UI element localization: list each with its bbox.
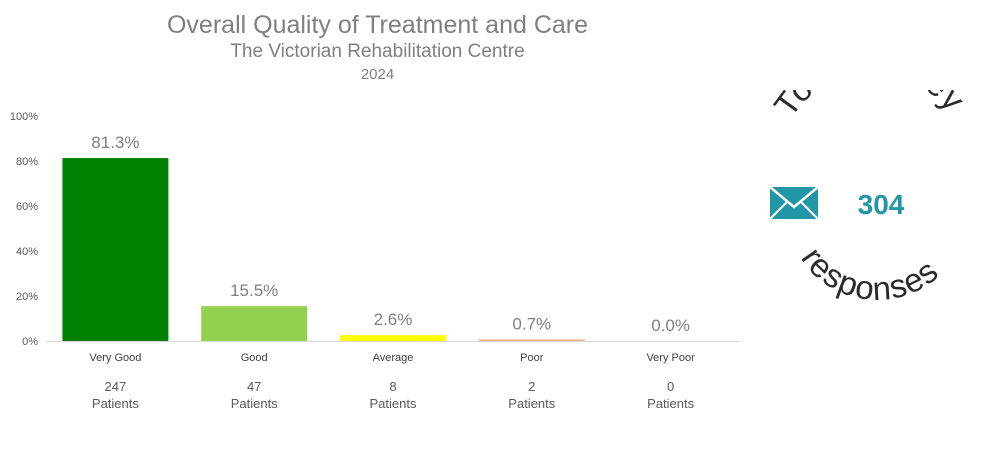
- bar-chart: 0%20%40%60%80%100% 81.3%Very Good247Pati…: [10, 111, 740, 411]
- y-tick-label: 80%: [16, 156, 38, 168]
- badge-bottom-text: responses: [794, 241, 945, 308]
- patient-count: 0: [667, 379, 674, 394]
- chart-title: Overall Quality of Treatment and Care: [166, 11, 589, 39]
- y-tick-label: 100%: [10, 111, 38, 123]
- bar: [340, 335, 446, 341]
- patient-count-unit: Patients: [508, 396, 555, 411]
- bar: [201, 306, 308, 341]
- bar: [62, 158, 169, 341]
- chart-title-block: Overall Quality of Treatment and Care Th…: [0, 10, 755, 86]
- patient-count: 8: [389, 379, 396, 394]
- survey-total-badge: Total survey responses 304: [767, 90, 973, 308]
- y-tick-label: 0%: [22, 336, 38, 348]
- chart-year: 2024: [360, 66, 395, 83]
- x-tick-label: Poor: [520, 352, 544, 364]
- data-label: 0.0%: [651, 316, 690, 335]
- total-responses-count: 304: [858, 189, 905, 220]
- patient-count-unit: Patients: [231, 396, 278, 411]
- bar: [478, 339, 585, 341]
- badge-top-text: Total survey: [767, 90, 973, 123]
- bars: [62, 158, 585, 341]
- patient-count: 47: [247, 379, 261, 394]
- x-tick-label: Average: [373, 352, 414, 364]
- patient-count: 2: [528, 379, 535, 394]
- patient-count-unit: Patients: [92, 396, 139, 411]
- x-tick-label: Very Poor: [646, 352, 695, 364]
- patient-count: 247: [105, 379, 127, 394]
- data-label: 0.7%: [512, 314, 551, 333]
- y-tick-label: 60%: [16, 201, 38, 213]
- labels: 81.3% Very Good 247 Patients 15.5% Good 47 Pati…: [89, 133, 695, 411]
- data-label: 81.3%: [91, 133, 139, 152]
- envelope-icon: [769, 186, 819, 220]
- y-tick-label: 40%: [16, 246, 38, 258]
- x-tick-label: Very Good: [89, 352, 141, 364]
- data-label: 2.6%: [374, 310, 413, 329]
- chart-subtitle: The Victorian Rehabilitation Centre: [230, 41, 525, 62]
- x-tick-label: Good: [241, 352, 268, 364]
- y-tick-label: 20%: [16, 291, 38, 303]
- y-axis: 0% 20% 40% 60% 80% 100%: [10, 111, 740, 348]
- patient-count-unit: Patients: [647, 396, 694, 411]
- patient-count-unit: Patients: [370, 396, 417, 411]
- data-label: 15.5%: [230, 281, 278, 300]
